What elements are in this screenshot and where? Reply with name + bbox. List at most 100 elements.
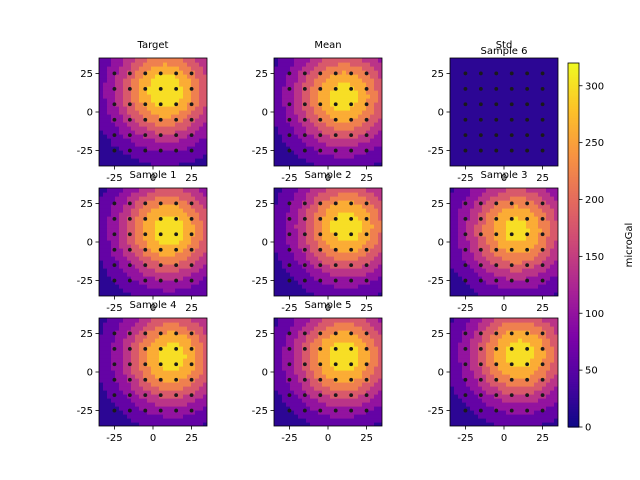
station-marker [540, 393, 545, 398]
station-marker [525, 263, 530, 268]
colorbar-segment [568, 276, 579, 280]
colorbar-segment [568, 358, 579, 362]
station-marker [478, 247, 483, 252]
station-marker [349, 346, 354, 351]
station-marker [302, 148, 307, 153]
station-marker [540, 331, 545, 336]
station-marker [112, 362, 117, 367]
colorbar-segment [568, 97, 579, 101]
station-marker [158, 362, 163, 367]
x-tick-label: -25 [106, 433, 122, 444]
station-marker [463, 263, 468, 268]
station-marker [463, 148, 468, 153]
colorbar-segment [568, 258, 579, 262]
station-marker [364, 331, 369, 336]
station-marker [287, 201, 292, 206]
station-marker [525, 117, 530, 122]
station-marker [525, 393, 530, 398]
station-marker [349, 148, 354, 153]
x-tick-label: 25 [536, 433, 549, 444]
station-marker [494, 201, 499, 206]
colorbar-segment [568, 367, 579, 371]
colorbar-segment [568, 397, 579, 401]
station-marker [463, 86, 468, 91]
station-marker [143, 362, 148, 367]
contour-field [450, 58, 558, 166]
station-marker [112, 263, 117, 268]
colorbar-segment [568, 379, 579, 383]
station-marker [364, 102, 369, 107]
colorbar-segment [568, 138, 579, 141]
station-marker [494, 232, 499, 237]
colorbar-segment [568, 183, 579, 187]
station-marker [318, 117, 323, 122]
x-tick-label: 0 [501, 433, 507, 444]
colorbar-segment [568, 81, 579, 85]
colorbar-segment [568, 179, 579, 182]
station-marker [494, 216, 499, 221]
colorbar-segment [568, 406, 579, 410]
station-marker [333, 393, 338, 398]
station-marker [287, 247, 292, 252]
station-marker [509, 148, 514, 153]
colorbar-segment [568, 90, 579, 94]
station-marker [509, 216, 514, 221]
station-marker [112, 331, 117, 336]
station-marker [494, 71, 499, 76]
station-marker [349, 117, 354, 122]
station-marker [302, 263, 307, 268]
station-marker [318, 201, 323, 206]
colorbar-segment [568, 263, 579, 267]
colorbar-segment [568, 172, 579, 176]
y-tick-label: -25 [77, 406, 93, 417]
x-tick-label: 25 [185, 303, 198, 314]
station-marker [174, 71, 179, 76]
station-marker [494, 346, 499, 351]
panel-target: -25 0 25 -25 0 25 [77, 57, 208, 184]
colorbar-segment [568, 345, 579, 348]
contour-field [274, 318, 382, 426]
station-marker [509, 362, 514, 367]
colorbar-segment [568, 324, 579, 328]
station-marker [463, 71, 468, 76]
colorbar-segment [568, 83, 579, 87]
station-marker [127, 71, 132, 76]
station-marker [478, 216, 483, 221]
station-marker [318, 346, 323, 351]
station-marker [494, 86, 499, 91]
colorbar-segment [568, 233, 579, 237]
station-marker [478, 278, 483, 283]
colorbar-tick-label: 100 [585, 309, 604, 320]
colorbar-segment [568, 235, 579, 239]
station-marker [287, 148, 292, 153]
station-marker [364, 393, 369, 398]
station-marker [525, 133, 530, 138]
colorbar-segment [568, 219, 579, 223]
y-tick-label: 25 [255, 329, 268, 340]
station-marker [463, 278, 468, 283]
x-tick-label: 25 [185, 433, 198, 444]
station-marker [333, 148, 338, 153]
y-tick-label: 25 [255, 199, 268, 210]
panel-grid: -25 0 25 -25 0 25 Target -25 0 25 -25 0 25 Mean -25 0 25… [77, 40, 559, 444]
colorbar-segment [568, 124, 579, 128]
panel-title: Sample 5 [304, 300, 351, 311]
station-marker [463, 216, 468, 221]
x-tick-label: 25 [536, 173, 549, 184]
station-marker [349, 377, 354, 382]
station-marker [318, 377, 323, 382]
station-marker [349, 102, 354, 107]
y-tick-label: 0 [262, 368, 268, 379]
station-marker [127, 346, 132, 351]
station-marker [364, 247, 369, 252]
station-marker [143, 232, 148, 237]
station-marker [302, 331, 307, 336]
station-marker [364, 71, 369, 76]
station-marker [127, 232, 132, 237]
x-tick-label: -25 [106, 303, 122, 314]
station-marker [302, 133, 307, 138]
station-marker [494, 117, 499, 122]
station-marker [525, 201, 530, 206]
panel-sample-1: -25 0 25 -25 0 25 [77, 187, 208, 314]
colorbar-segment [568, 361, 579, 364]
